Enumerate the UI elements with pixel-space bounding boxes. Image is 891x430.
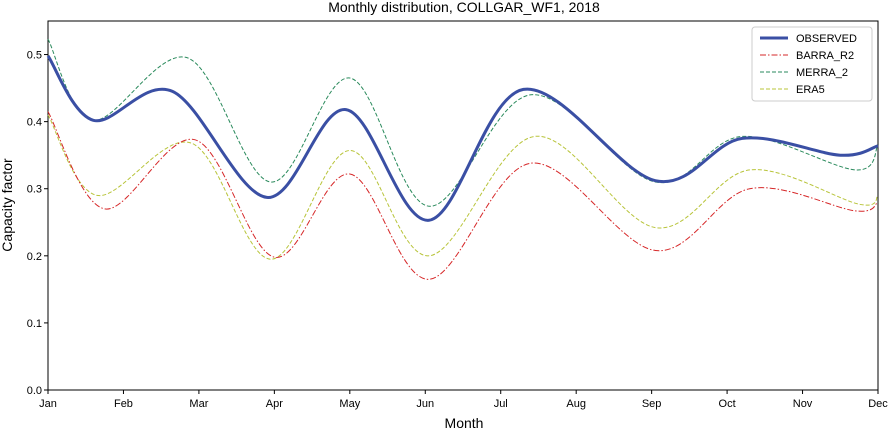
tick-x-label-mar: Mar xyxy=(189,398,208,410)
legend-label-barra-r2: BARRA_R2 xyxy=(796,50,854,62)
legend-label-era5: ERA5 xyxy=(796,84,825,96)
series-line-barra-r2 xyxy=(47,111,879,280)
series-line-observed xyxy=(46,55,879,222)
tick-y-label-0-0: 0.0 xyxy=(27,385,42,397)
tick-y-label-0-2: 0.2 xyxy=(27,251,42,263)
series-line-merra-2 xyxy=(47,38,879,207)
legend: OBSERVED BARRA_R2 MERRA_2 ERA5 xyxy=(751,26,873,102)
y-axis-label: Capacity factor xyxy=(0,158,15,252)
x-axis-label: Month xyxy=(445,415,484,430)
legend-label-observed: OBSERVED xyxy=(796,33,857,45)
x-axis: Jan Feb Mar Apr May Jun Jul Aug Sep Oct Nov Dec xyxy=(39,390,888,410)
plot-area xyxy=(47,20,879,391)
tick-x-label-dec: Dec xyxy=(868,398,888,410)
legend-label-merra-2: MERRA_2 xyxy=(796,67,848,79)
series-lines xyxy=(46,38,879,280)
tick-y-label-0-5: 0.5 xyxy=(27,50,42,62)
tick-y-label-0-4: 0.4 xyxy=(27,117,42,129)
tick-x-label-oct: Oct xyxy=(719,398,736,410)
legend-box xyxy=(751,26,873,102)
series-line-era5 xyxy=(47,114,879,260)
tick-x-label-may: May xyxy=(339,398,360,410)
tick-y-label-0-3: 0.3 xyxy=(27,184,42,196)
tick-x-label-jun: Jun xyxy=(416,398,434,410)
tick-x-label-nov: Nov xyxy=(793,398,813,410)
tick-x-label-jan: Jan xyxy=(39,398,57,410)
tick-x-label-apr: Apr xyxy=(266,398,283,410)
tick-x-label-aug: Aug xyxy=(566,398,586,410)
tick-x-label-sep: Sep xyxy=(642,398,662,410)
tick-x-label-feb: Feb xyxy=(114,398,133,410)
y-axis: 0.0 0.1 0.2 0.3 0.4 0.5 xyxy=(27,50,48,397)
chart-title: Monthly distribution, COLLGAR_WF1, 2018 xyxy=(328,0,600,15)
tick-y-label-0-1: 0.1 xyxy=(27,318,42,330)
tick-x-label-jul: Jul xyxy=(494,398,508,410)
